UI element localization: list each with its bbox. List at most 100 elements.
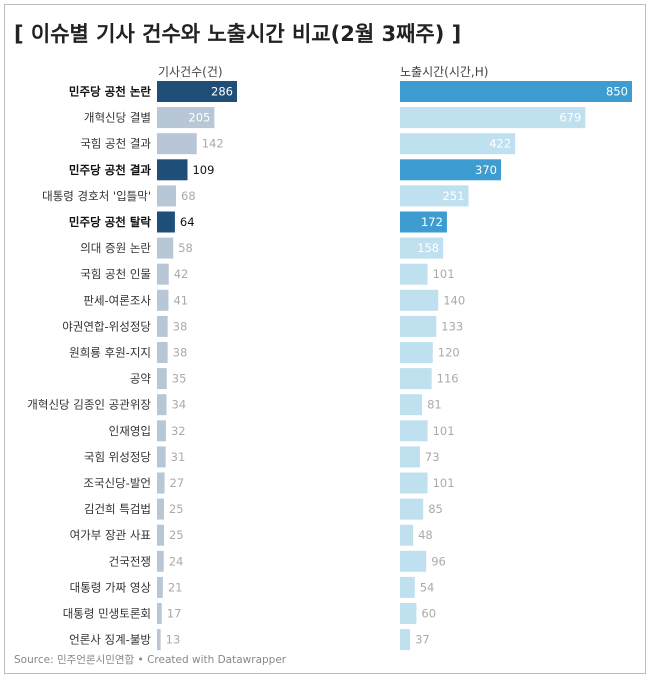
articles-bar: [157, 368, 167, 390]
time-value-label: 48: [418, 528, 433, 542]
category-label: 언론사 징계-불방: [69, 633, 151, 647]
articles-value-label: 205: [188, 111, 210, 125]
articles-value-label: 109: [192, 163, 214, 177]
time-bar: [400, 81, 632, 102]
articles-bar: [157, 420, 166, 442]
articles-value-label: 38: [173, 319, 188, 333]
time-bar: [400, 159, 501, 181]
category-label: 개혁신당 결별: [84, 111, 151, 125]
category-label: 판세-여론조사: [83, 293, 151, 307]
time-bar: [400, 315, 437, 337]
articles-bar: [157, 472, 165, 494]
category-label: 민주당 공천 논란: [69, 85, 151, 99]
category-label: 원희룡 후원-지지: [69, 346, 151, 360]
articles-bar: [157, 342, 168, 363]
articles-value-label: 27: [170, 476, 185, 490]
articles-bar: [157, 81, 237, 102]
articles-bar: [157, 603, 162, 624]
category-label: 조국신당-발언: [83, 476, 151, 490]
time-bar: [400, 394, 423, 416]
articles-value-label: 34: [172, 398, 187, 412]
time-bar: [400, 603, 417, 624]
time-bar: [400, 524, 414, 546]
time-bar: [400, 107, 586, 129]
time-bar: [400, 446, 420, 468]
articles-bar: [157, 263, 169, 285]
time-value-label: 96: [431, 554, 446, 568]
time-value-label: 422: [489, 137, 511, 151]
time-value-label: 370: [475, 163, 497, 177]
category-label: 개혁신당 김종인 공관위장: [27, 398, 151, 412]
articles-bar: [157, 394, 167, 416]
time-value-label: 120: [438, 346, 460, 360]
time-value-label: 101: [433, 267, 455, 281]
articles-value-label: 32: [171, 424, 186, 438]
time-bar: [400, 289, 439, 311]
time-value-label: 158: [417, 241, 439, 255]
category-label: 국힘 공천 결과: [80, 137, 151, 151]
time-value-label: 116: [437, 372, 459, 386]
category-label: 민주당 공천 탈락: [69, 215, 151, 229]
articles-value-label: 25: [169, 502, 184, 516]
category-label: 공약: [130, 372, 152, 386]
chart-title: [ 이슈별 기사 건수와 노출시간 비교(2월 3째주) ]: [14, 22, 462, 46]
articles-bar: [157, 550, 164, 572]
articles-value-label: 25: [169, 528, 184, 542]
time-bar: [400, 498, 424, 520]
category-label: 야권연합-위성정당: [62, 319, 151, 333]
time-bar: [400, 263, 428, 285]
category-label: 민주당 공천 결과: [69, 163, 151, 177]
category-label: 국힘 공천 인물: [80, 267, 151, 281]
category-label: 대통령 가짜 영상: [70, 580, 152, 594]
articles-bar: [157, 159, 188, 181]
articles-value-label: 13: [166, 633, 181, 647]
articles-value-label: 24: [169, 554, 184, 568]
time-bar: [400, 368, 432, 390]
category-label: 여가부 장관 사표: [70, 528, 151, 542]
category-label: 인재영입: [109, 424, 151, 438]
time-bar: [400, 133, 516, 155]
articles-value-label: 41: [173, 293, 188, 307]
time-value-label: 85: [428, 502, 443, 516]
time-value-label: 54: [420, 580, 435, 594]
articles-value-label: 42: [174, 267, 189, 281]
articles-bar: [157, 315, 168, 337]
time-value-label: 172: [421, 215, 443, 229]
category-label: 건국전쟁: [109, 554, 151, 568]
articles-value-label: 64: [180, 215, 195, 229]
articles-bar: [157, 629, 161, 651]
time-bar: [400, 472, 428, 494]
time-bar: [400, 576, 415, 598]
time-value-label: 140: [443, 293, 465, 307]
time-bar: [400, 237, 444, 259]
time-value-label: 101: [433, 476, 455, 490]
category-label: 대통령 경호처 '입틀막': [42, 189, 151, 203]
time-value-label: 37: [415, 633, 430, 647]
articles-value-label: 17: [167, 607, 182, 621]
time-bar: [400, 629, 411, 651]
time-value-label: 679: [559, 111, 581, 125]
articles-value-label: 286: [211, 85, 233, 99]
articles-bar: [157, 211, 175, 233]
articles-bar: [157, 237, 174, 259]
time-bar: [400, 420, 428, 442]
articles-bar: [157, 446, 166, 468]
articles-value-label: 21: [168, 580, 183, 594]
time-value-label: 81: [427, 398, 442, 412]
time-bar: [400, 342, 433, 363]
time-value-label: 101: [433, 424, 455, 438]
articles-bar: [157, 576, 163, 598]
articles-bar: [157, 107, 215, 129]
articles-value-label: 31: [171, 450, 186, 464]
articles-value-label: 68: [181, 189, 196, 203]
time-value-label: 133: [441, 319, 463, 333]
time-value-label: 251: [443, 189, 465, 203]
category-label: 김건희 특검법: [84, 502, 151, 516]
category-label: 대통령 민생토론회: [63, 607, 151, 621]
time-column-header: 노출시간(시간,H): [400, 65, 489, 79]
category-label: 의대 증원 논란: [80, 241, 151, 255]
time-bar: [400, 185, 469, 207]
articles-value-label: 38: [173, 346, 188, 360]
articles-bar: [157, 524, 164, 546]
